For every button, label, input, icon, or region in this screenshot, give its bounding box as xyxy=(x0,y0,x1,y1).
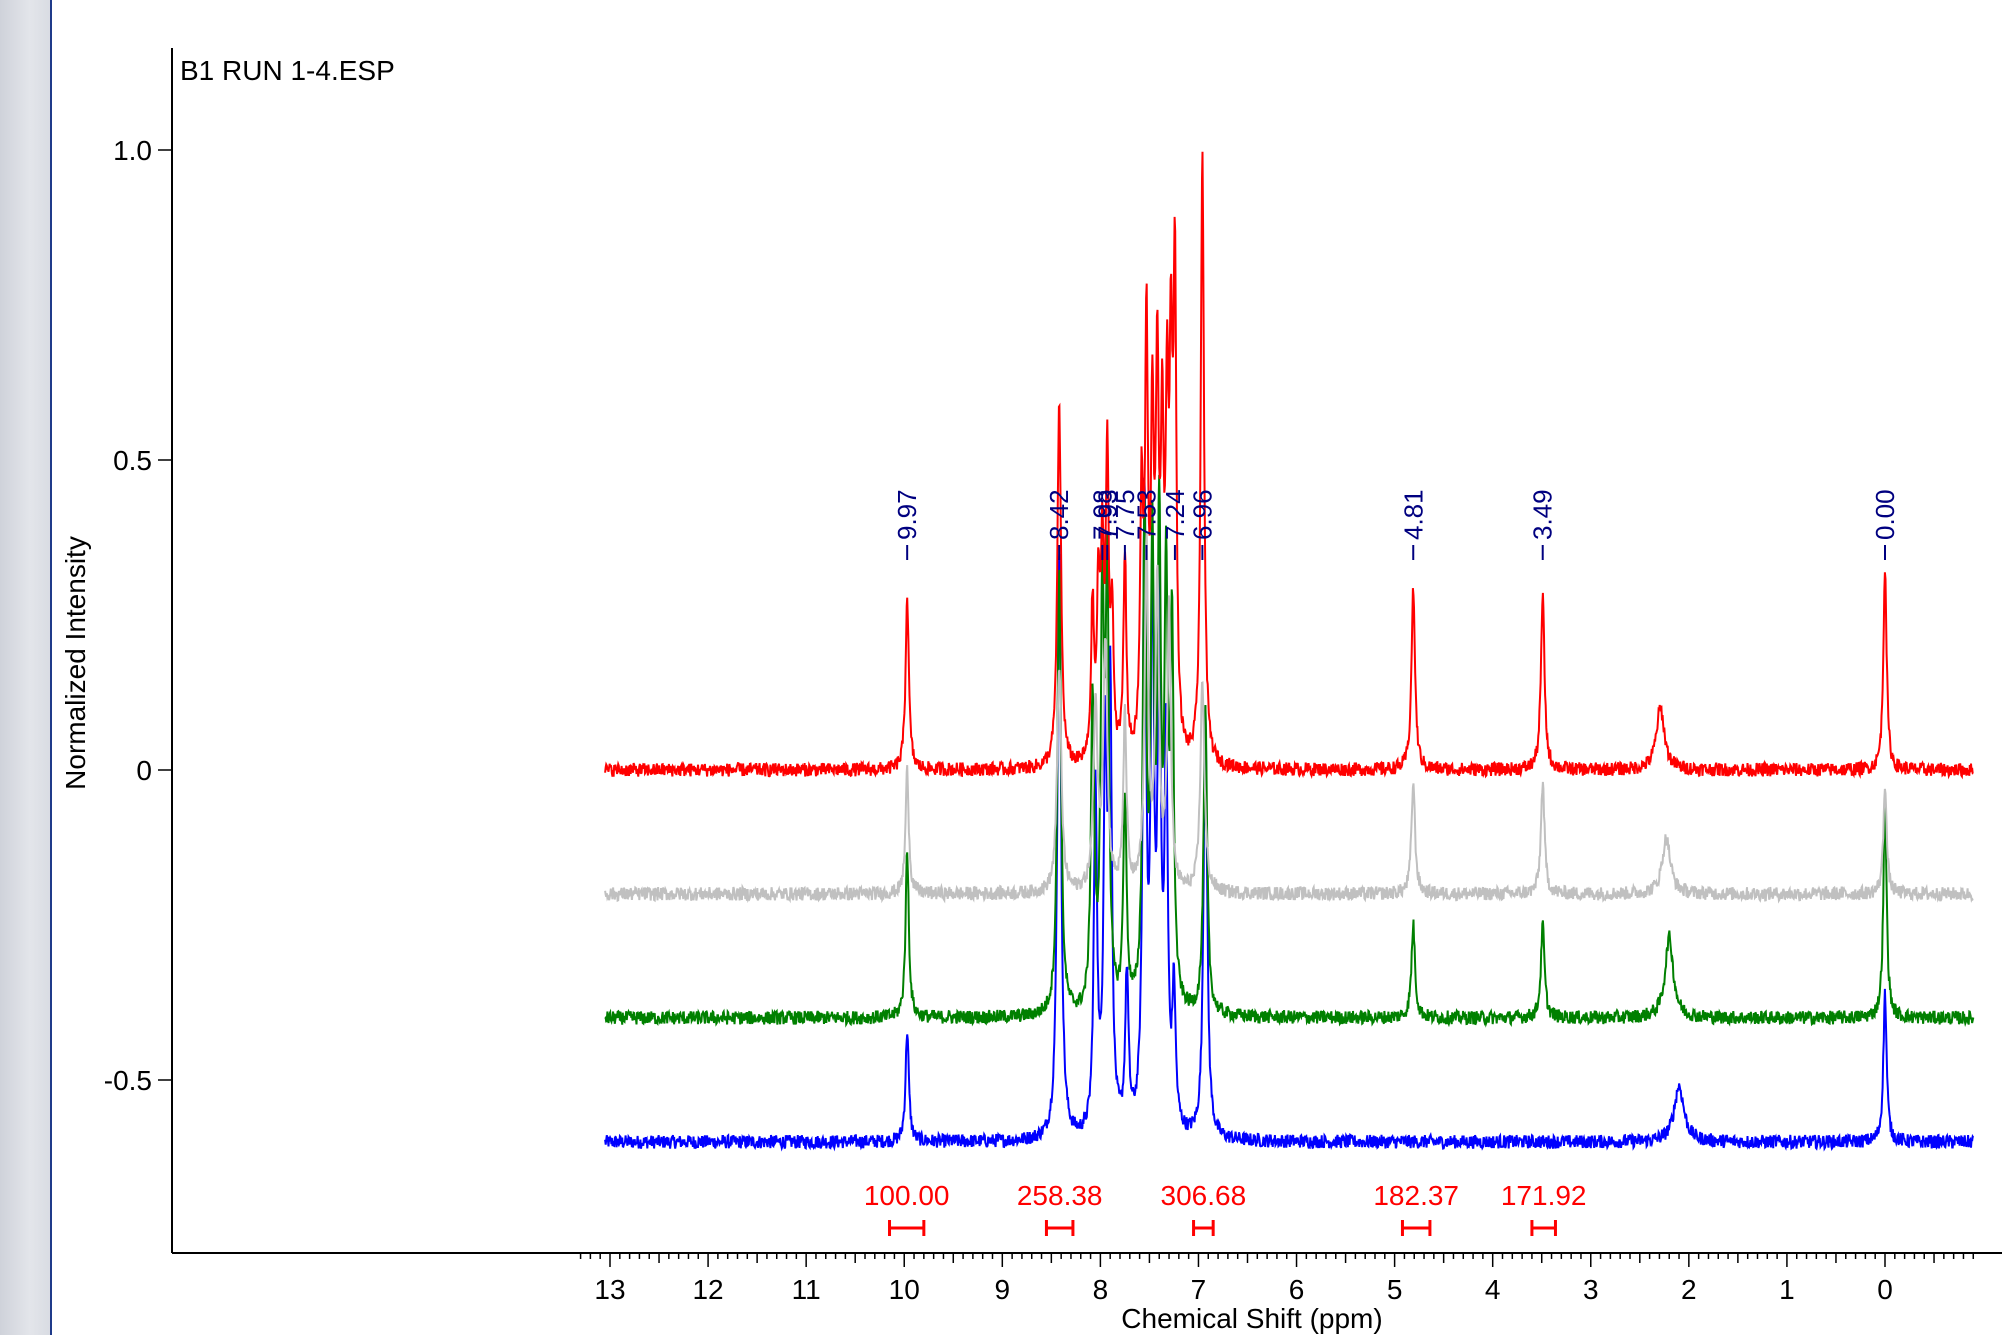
x-tick-label: 7 xyxy=(1191,1274,1207,1305)
x-tick-label: 10 xyxy=(889,1274,920,1305)
y-tick-label: 1.0 xyxy=(113,135,152,166)
integral-bracket xyxy=(1530,1220,1557,1236)
integral-bracket xyxy=(888,1220,926,1236)
left-panel-strip xyxy=(0,0,52,1335)
integral-label: 306.68 xyxy=(1161,1180,1247,1211)
series-layer xyxy=(604,151,1975,1152)
integral-label: 182.37 xyxy=(1373,1180,1459,1211)
x-tick-label: 4 xyxy=(1485,1274,1501,1305)
x-tick-label: 11 xyxy=(792,1274,821,1305)
series-line-1 xyxy=(604,531,1974,904)
peak-label: 6.96 xyxy=(1187,489,1217,540)
plot-background xyxy=(52,0,2002,1335)
y-tick-label: 0.5 xyxy=(113,445,152,476)
x-tick-label: 5 xyxy=(1387,1274,1403,1305)
peak-label: 7.75 xyxy=(1110,489,1140,540)
integral-layer: 100.00 258.38 306.68 182.37 171.92 xyxy=(864,1180,1587,1236)
peak-label: 3.49 xyxy=(1528,489,1558,540)
integral-label: 171.92 xyxy=(1501,1180,1587,1211)
peak-label: 7.53 xyxy=(1131,489,1161,540)
y-tick-label: -0.5 xyxy=(104,1065,152,1096)
integral-bracket xyxy=(1044,1220,1075,1236)
x-tick-label: 13 xyxy=(594,1274,625,1305)
integral-label: 258.38 xyxy=(1017,1180,1103,1211)
x-tick-label: 8 xyxy=(1093,1274,1109,1305)
integral-label: 100.00 xyxy=(864,1180,950,1211)
x-tick-label: 0 xyxy=(1877,1274,1893,1305)
peak-label: 7.93 xyxy=(1092,489,1122,540)
peak-label: 9.97 xyxy=(892,489,922,540)
series-line-0 xyxy=(604,151,1974,780)
peak-label: 0.00 xyxy=(1870,489,1900,540)
peak-label: 7.98 xyxy=(1087,489,1117,540)
peak-label: 8.42 xyxy=(1044,489,1074,540)
x-axis-title: Chemical Shift (ppm) xyxy=(1121,1303,1382,1334)
x-tick-label: 1 xyxy=(1779,1274,1795,1305)
x-tick-label: 2 xyxy=(1681,1274,1697,1305)
x-tick-label: 6 xyxy=(1289,1274,1305,1305)
series-line-3 xyxy=(604,477,1975,1152)
peak-label: 7.24 xyxy=(1160,489,1190,540)
integral-bracket xyxy=(1192,1220,1215,1236)
series-line-2 xyxy=(604,474,1975,1028)
x-tick-label: 12 xyxy=(692,1274,723,1305)
integral-bracket xyxy=(1400,1220,1432,1236)
x-tick-label: 9 xyxy=(995,1274,1011,1305)
y-axis-title: Normalized Intensity xyxy=(60,536,91,790)
peak-label: 4.81 xyxy=(1398,489,1428,540)
chart-title: B1 RUN 1-4.ESP xyxy=(180,55,395,86)
y-tick-layer: 1.0 0.5 0 -0.5 xyxy=(104,135,172,1096)
y-tick-label: 0 xyxy=(136,755,152,786)
x-tick-label: 3 xyxy=(1583,1274,1599,1305)
x-tick-layer: 13 12 11 10 9 8 7 6 5 4 3 2 1 0 xyxy=(579,1253,1975,1305)
peak-label-layer: 9.97 8.42 7.987.937.757.537.246.96 4.81 3.49… xyxy=(892,489,1900,560)
